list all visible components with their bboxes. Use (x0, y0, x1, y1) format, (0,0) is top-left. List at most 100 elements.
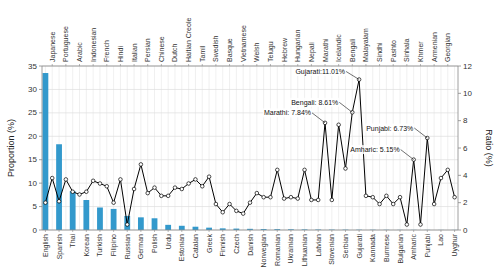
tick-label-x-top: Telugu (267, 41, 275, 62)
tick-y2 (458, 120, 461, 121)
tick-label-x: Polish (151, 234, 158, 253)
annotation-text: Amharic: 5.15% (350, 146, 399, 153)
tick-x-top (229, 64, 230, 66)
annotation-background (294, 67, 346, 76)
line-marker (194, 178, 198, 182)
line-marker (446, 168, 450, 172)
grid-line-x (345, 66, 346, 230)
tick-label-x: Finnish (219, 234, 226, 257)
tick-x-top (174, 64, 175, 66)
tick-label-x: English (42, 234, 50, 257)
line-marker (255, 191, 259, 195)
tick-label-x-top: Armenian (431, 32, 438, 62)
tick-label-y: 35 (28, 62, 37, 71)
tick-x-top (93, 64, 94, 66)
tick-x (440, 230, 441, 232)
grid-line-y (42, 183, 458, 184)
tick-x (359, 230, 360, 232)
tick-label-x: Romanian (274, 234, 281, 266)
tick-label-y: 15 (28, 155, 37, 164)
line-marker (57, 200, 61, 204)
grid-line-x (454, 66, 455, 230)
tick-label-x-top: Italian (131, 43, 138, 62)
tick-x-top (311, 64, 312, 66)
plot-area (43, 73, 458, 230)
grid-line-x (154, 66, 155, 230)
tick-label-y2: 10 (463, 89, 472, 98)
line-marker (337, 123, 341, 127)
tick-label-x-top: Vietnamese (240, 25, 247, 62)
line-marker (419, 223, 423, 227)
line-marker (344, 167, 348, 171)
tick-x-top (202, 64, 203, 66)
grid-line-x (168, 66, 169, 230)
tick-label-x: Czech (233, 234, 240, 254)
tick-label-x: Kannada (369, 234, 376, 262)
tick-x-top (365, 64, 366, 66)
bar (179, 226, 185, 230)
tick-x (318, 230, 319, 232)
annotation: Punjabi: 6.73% (365, 124, 414, 133)
bar (97, 208, 103, 230)
grid-line-x (284, 66, 285, 230)
tick-label-x-top: Bengali (349, 38, 357, 62)
line-marker (330, 198, 334, 202)
tick-x-top (106, 64, 107, 66)
annotation-background (349, 145, 400, 154)
line-marker (371, 195, 375, 199)
tick-x (86, 230, 87, 232)
line-marker (235, 209, 239, 213)
line-marker (262, 195, 266, 199)
line-marker (98, 182, 102, 186)
tick-x (99, 230, 100, 232)
tick-y (39, 159, 42, 160)
annotation-leader (312, 113, 325, 123)
tick-x-top (120, 64, 121, 66)
tick-label-y2: 4 (463, 171, 468, 180)
tick-label-x: Serbian (342, 234, 349, 258)
annotation: Gujarati:11.01% (294, 67, 346, 76)
tick-label-y: 20 (28, 132, 37, 141)
tick-x (345, 230, 346, 232)
tick-label-y: 30 (28, 85, 37, 94)
annotation-text: Punjabi: 6.73% (366, 125, 413, 133)
bar (165, 225, 171, 230)
line-marker (160, 194, 164, 198)
line-marker (187, 182, 191, 186)
tick-label-x-top: Sinhala (403, 39, 410, 62)
tick-label-x-top: Indonesian (90, 28, 97, 62)
grid-line-y (42, 112, 458, 113)
grid-line-x (140, 66, 141, 230)
line-marker (221, 210, 225, 214)
tick-y2 (458, 202, 461, 203)
tick-x-top (338, 64, 339, 66)
grid-line-x (290, 66, 291, 230)
tick-label-x: Lithuanian (301, 234, 308, 266)
grid-line-x (147, 66, 148, 230)
tick-label-x-top: Icelandic (335, 34, 342, 62)
bar (43, 73, 49, 230)
tick-x (59, 230, 60, 232)
axis-line-x-top (42, 66, 458, 67)
axis-label-y2: Ratio (%) (484, 129, 494, 167)
grid-line-y (42, 136, 458, 137)
bar (56, 144, 62, 230)
line-marker (432, 202, 436, 206)
grid-line-x (277, 66, 278, 230)
grid-line-x (318, 66, 319, 230)
tick-label-x-top: Welsh (253, 43, 260, 62)
tick-label-x-top: Malayalam (362, 28, 370, 62)
tick-label-x-top: Portuguese (62, 26, 70, 62)
tick-x (168, 230, 169, 232)
grid-line-x (325, 66, 326, 230)
tick-label-x: Urdu (165, 234, 172, 249)
tick-y (39, 89, 42, 90)
tick-y (39, 230, 42, 231)
tick-x-top (284, 64, 285, 66)
axis-line-y (42, 66, 43, 230)
tick-y2 (458, 230, 461, 231)
tick-label-x: Spanish (56, 234, 64, 259)
tick-x-top (406, 64, 407, 66)
grid-line-x (202, 66, 203, 230)
grid-line-x (250, 66, 251, 230)
